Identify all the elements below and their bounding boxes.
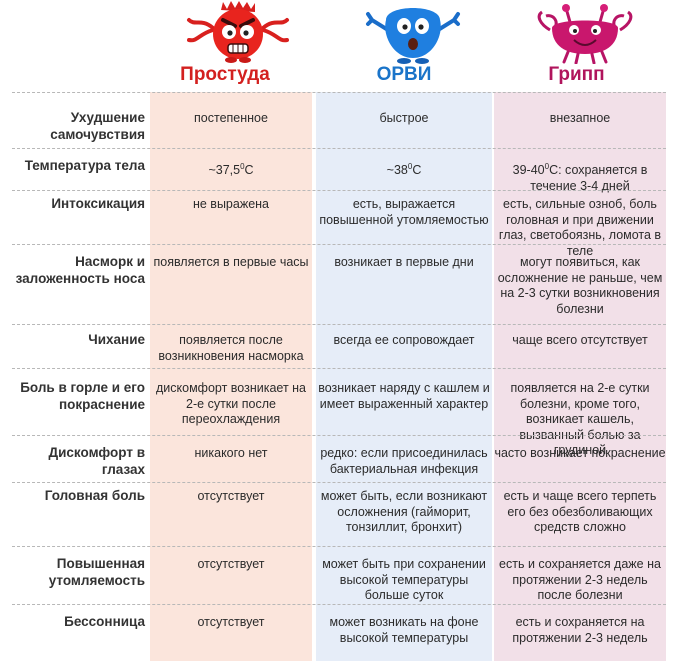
comparison-table: Ухудшение самочувствия постепенное быстрое… — [12, 92, 666, 661]
flu-cell: часто возникает покраснение — [494, 446, 666, 460]
column-title-cold: Простуда — [180, 64, 270, 85]
red-angry-monster-icon — [187, 1, 289, 63]
arvi-cell: может быть, если возникают осложнения (г… — [320, 489, 488, 534]
cold-cell: ~37,50С — [208, 162, 254, 178]
flu-cell: появляется на 2-е сутки болезни, кроме т… — [510, 381, 650, 457]
table-row: Насморк и заложенность носа появляется в … — [12, 244, 666, 325]
flu-cell: внезапное — [549, 111, 611, 125]
pink-crab-monster-icon — [537, 4, 633, 64]
cold-cell: появляется после возникновения насморка — [158, 333, 304, 363]
row-label: Чихание — [88, 332, 145, 347]
cold-cell: дискомфорт возникает на 2-е сутки после … — [155, 381, 306, 426]
cold-cell: отсутствует — [197, 615, 265, 629]
arvi-cell: возникает в первые дни — [334, 255, 474, 269]
row-label: Температура тела — [24, 158, 145, 173]
blue-sneezing-monster-icon — [366, 8, 460, 64]
table-row: Интоксикация не выражена есть, выражается … — [12, 190, 666, 258]
cold-cell: отсутствует — [197, 489, 265, 503]
row-label: Интоксикация — [51, 196, 145, 211]
flu-cell: есть и сохраняется на протяжении 2-3 нед… — [512, 615, 648, 645]
row-label: Дискомфорт в глазах — [48, 445, 146, 477]
table-row: Боль в горле и его покраснение дискомфорт… — [12, 368, 666, 457]
column-title-arvi: ОРВИ — [376, 64, 432, 85]
table-row: Чихание появляется после возникновения на… — [12, 324, 666, 369]
table-row: Головная боль отсутствует может быть, если… — [12, 482, 666, 547]
arvi-cell: есть, выражается повышенной утомляемость… — [319, 197, 489, 227]
header: Простуда ОРВИ Грипп — [0, 0, 675, 92]
column-title-flu: Грипп — [548, 64, 605, 85]
arvi-cell: ~380С — [386, 162, 422, 178]
flu-cell: чаще всего отсутствует — [512, 333, 648, 347]
flu-cell: могут появиться, как осложнение не раньш… — [497, 255, 663, 316]
arvi-cell: всегда ее сопровождает — [333, 333, 475, 347]
table-row: Дискомфорт в глазах никакого нет редко: ес… — [12, 435, 666, 483]
column-bg-cold — [150, 92, 312, 661]
cold-cell: отсутствует — [197, 557, 265, 571]
arvi-cell: редко: если присоединилась бактериальная… — [320, 446, 488, 476]
arvi-cell: может быть при сохранении высокой темпер… — [322, 557, 486, 602]
flu-cell: есть и сохраняется даже на протяжении 2-… — [499, 557, 661, 602]
flu-cell: 39-400С: сохраняется в течение 3-4 дней — [512, 162, 648, 193]
cold-cell: появляется в первые часы — [153, 255, 309, 269]
table-row: Ухудшение самочувствия постепенное быстрое… — [12, 92, 666, 149]
flu-cell: есть и чаще всего терпеть его без обезбо… — [503, 489, 657, 534]
column-bg-flu — [494, 92, 666, 661]
table-row: Повышенная утомляемость отсутствует может … — [12, 546, 666, 605]
row-label: Насморк и заложенность носа — [15, 254, 145, 286]
cold-cell: никакого нет — [194, 446, 268, 460]
cold-cell: постепенное — [194, 111, 268, 125]
flu-cell: есть, сильные озноб, боль головная и при… — [498, 197, 662, 258]
arvi-cell: быстрое — [379, 111, 429, 125]
row-label: Повышенная утомляемость — [48, 556, 145, 588]
row-label: Головная боль — [44, 488, 145, 503]
table-row: Бессонница отсутствует может возникать на … — [12, 604, 666, 662]
cold-cell: не выражена — [192, 197, 270, 211]
row-label: Ухудшение самочувствия — [50, 110, 145, 142]
arvi-cell: может возникать на фоне высокой температ… — [329, 615, 479, 645]
row-label: Боль в горле и его покраснение — [20, 380, 145, 412]
table-row: Температура тела ~37,50С ~380С 39-400С: сох… — [12, 148, 666, 193]
row-label: Бессонница — [64, 614, 145, 629]
column-bg-arvi — [316, 92, 492, 661]
arvi-cell: возникает наряду с кашлем и имеет выраже… — [318, 381, 490, 411]
